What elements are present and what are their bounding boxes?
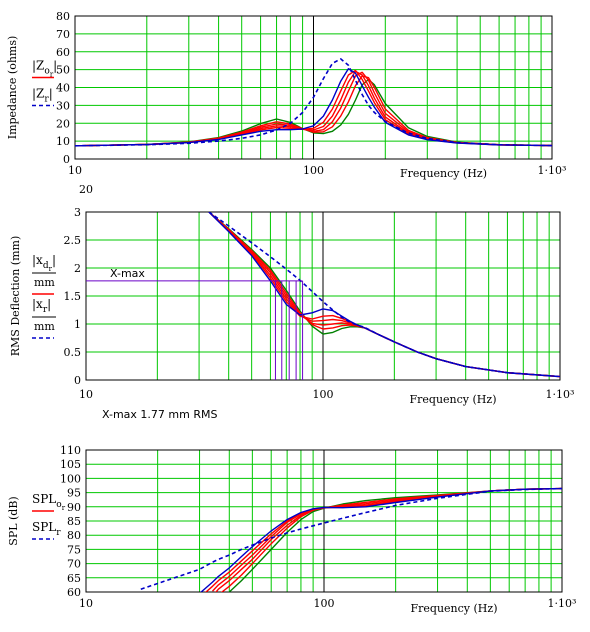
legend-text: SPL [32, 492, 56, 506]
y-tick-label: 75 [67, 543, 81, 556]
legend-sub: r [44, 95, 49, 105]
legend-sub: o [44, 67, 49, 77]
legend-tail: | [53, 59, 57, 73]
plot-frame [85, 449, 563, 593]
legend-text: |Z [32, 87, 44, 101]
xmax-caption: X-max 1.77 mm RMS [102, 408, 217, 421]
y-tick-label: 0.5 [64, 346, 82, 359]
y-tick-label: 105 [60, 458, 81, 471]
xmax-label: X-max [110, 267, 145, 280]
legend-sub2: r [62, 504, 66, 512]
y-tick-label: 60 [67, 586, 81, 599]
x-tick-label: 100 [313, 388, 334, 401]
legend-label-1: |Zr| [32, 87, 53, 105]
y-tick-label: 100 [60, 472, 81, 485]
legend-denominator: mm [34, 320, 55, 333]
y-tick-label: 80 [67, 529, 81, 542]
x-tick-label: 10 [79, 597, 93, 610]
legend-label-1: SPLr [32, 520, 61, 538]
y-tick-label: 0 [63, 153, 70, 166]
x-tick-label: 100 [303, 164, 324, 177]
legend-text: |Z [32, 59, 44, 73]
legend-label-0: |Zor| [32, 59, 57, 79]
series-line-0 [75, 78, 552, 147]
legend-sub2: r [49, 265, 53, 273]
legend-sub: r [56, 528, 61, 538]
legend: |Zor||Zr| [32, 59, 57, 107]
x-tick-label: 10 [68, 164, 82, 177]
y-tick-label: 1.5 [64, 290, 82, 303]
legend-label-0: |xdr| [32, 253, 56, 273]
legend-sub: d [43, 261, 49, 271]
legend-tail: | [47, 297, 51, 311]
y-axis-label: RMS Deflection (mm) [9, 236, 22, 357]
x-tick-label: 10 [79, 388, 93, 401]
y-tick-label: 50 [56, 64, 70, 77]
legend-sub: o [56, 500, 61, 510]
series-line-6 [208, 212, 560, 378]
y-tick-label: 110 [60, 444, 81, 457]
series-line-5 [75, 68, 552, 147]
y-tick-label: 95 [67, 487, 81, 500]
deflection-plot: 0 0.5 1 1.5 2 2.5 3 10 100 1·10³ Frequency (Hz) RMS… [9, 183, 574, 421]
y-tick-label: 2 [74, 262, 81, 275]
y-tick-label: 60 [56, 46, 70, 59]
y-tick-label: 70 [67, 558, 81, 571]
legend-sub: r [43, 305, 48, 315]
y-axis-label: Impedance (ohms) [6, 36, 19, 140]
legend-text: SPL [32, 520, 56, 534]
series-line-6 [140, 487, 562, 590]
y-tick-label: 85 [67, 515, 81, 528]
legend-tail: | [52, 253, 56, 267]
xmax-annotations: X-max X-max 1.77 mm RMS [86, 267, 304, 421]
y-tick-label: 20 [56, 117, 70, 130]
series-line-6 [75, 58, 552, 147]
y-tick-label: 0 [74, 374, 81, 387]
x-tick-label: 1·10³ [538, 164, 567, 177]
y-tick-label: 2.5 [64, 234, 82, 247]
plot-frame [85, 211, 561, 381]
series-line-5 [200, 487, 562, 592]
y-tick-label: 1 [74, 318, 81, 331]
x-tick-label: 1·10³ [546, 388, 575, 401]
legend-text: |x [32, 297, 43, 311]
legend: |xdr|mm|xr|mm [32, 253, 56, 339]
top-label: 20 [79, 183, 93, 196]
y-tick-label: 3 [74, 206, 81, 219]
legend-denominator: mm [34, 276, 55, 289]
legend-sub2: r [50, 71, 54, 79]
y-tick-label: 65 [67, 572, 81, 585]
x-axis-label: Frequency (Hz) [410, 393, 497, 406]
series-group [208, 212, 560, 378]
x-axis-label: Frequency (Hz) [400, 167, 487, 180]
y-tick-label: 90 [67, 501, 81, 514]
y-tick-label: 70 [56, 28, 70, 41]
y-tick-label: 80 [56, 10, 70, 23]
y-axis-label: SPL (dB) [7, 496, 20, 545]
series-group [140, 487, 562, 592]
legend-label-0: SPLor [32, 492, 66, 512]
y-tick-label: 40 [56, 82, 70, 95]
legend-label-1: |xr| [32, 297, 51, 315]
x-tick-label: 100 [314, 597, 335, 610]
legend-text: |x [32, 253, 43, 267]
y-tick-label: 10 [56, 135, 70, 148]
legend-tail: | [49, 87, 53, 101]
x-tick-label: 1·10³ [548, 597, 577, 610]
y-tick-label: 30 [56, 99, 70, 112]
x-axis-label: Frequency (Hz) [411, 602, 498, 615]
series-group [75, 58, 552, 147]
plot-frame [74, 15, 553, 160]
